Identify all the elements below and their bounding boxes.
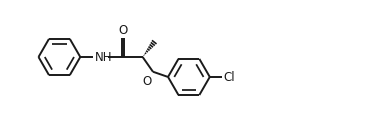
Text: O: O (142, 74, 152, 87)
Text: NH: NH (95, 51, 112, 64)
Text: Cl: Cl (223, 71, 235, 84)
Text: O: O (118, 24, 128, 37)
